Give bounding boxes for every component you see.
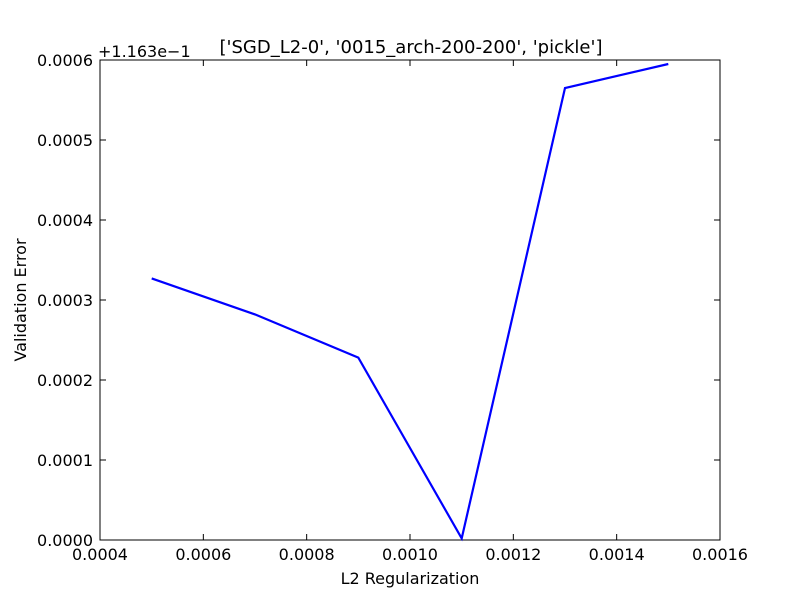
x-axis-label: L2 Regularization <box>341 569 480 588</box>
y-tick-label: 0.0006 <box>37 51 93 70</box>
x-tick-label: 0.0012 <box>485 545 541 564</box>
y-tick-label: 0.0003 <box>37 291 93 310</box>
y-tick-label: 0.0004 <box>37 211 93 230</box>
x-tick-label: 0.0014 <box>589 545 645 564</box>
chart-title: ['SGD_L2-0', '0015_arch-200-200', 'pickl… <box>220 37 603 58</box>
x-axis: 0.0004 0.0006 0.0008 0.0010 0.0012 0.0014 0.00… <box>72 60 748 564</box>
x-tick-label: 0.0006 <box>175 545 231 564</box>
y-tick-label: 0.0001 <box>37 451 93 470</box>
y-tick-label: 0.0005 <box>37 131 93 150</box>
x-tick-label: 0.0008 <box>279 545 335 564</box>
x-tick-label: 0.0016 <box>692 545 748 564</box>
y-axis: 0.0000 0.0001 0.0002 0.0003 0.0004 0.0005 0.00… <box>37 51 720 550</box>
y-offset-label: +1.163e−1 <box>98 42 191 61</box>
y-tick-label: 0.0002 <box>37 371 93 390</box>
series-line <box>151 62 669 542</box>
y-tick-label: 0.0000 <box>37 531 93 550</box>
x-tick-label: 0.0004 <box>72 545 128 564</box>
y-axis-label: Validation Error <box>11 238 30 362</box>
plot-area <box>99 59 721 541</box>
x-tick-label: 0.0010 <box>382 545 438 564</box>
